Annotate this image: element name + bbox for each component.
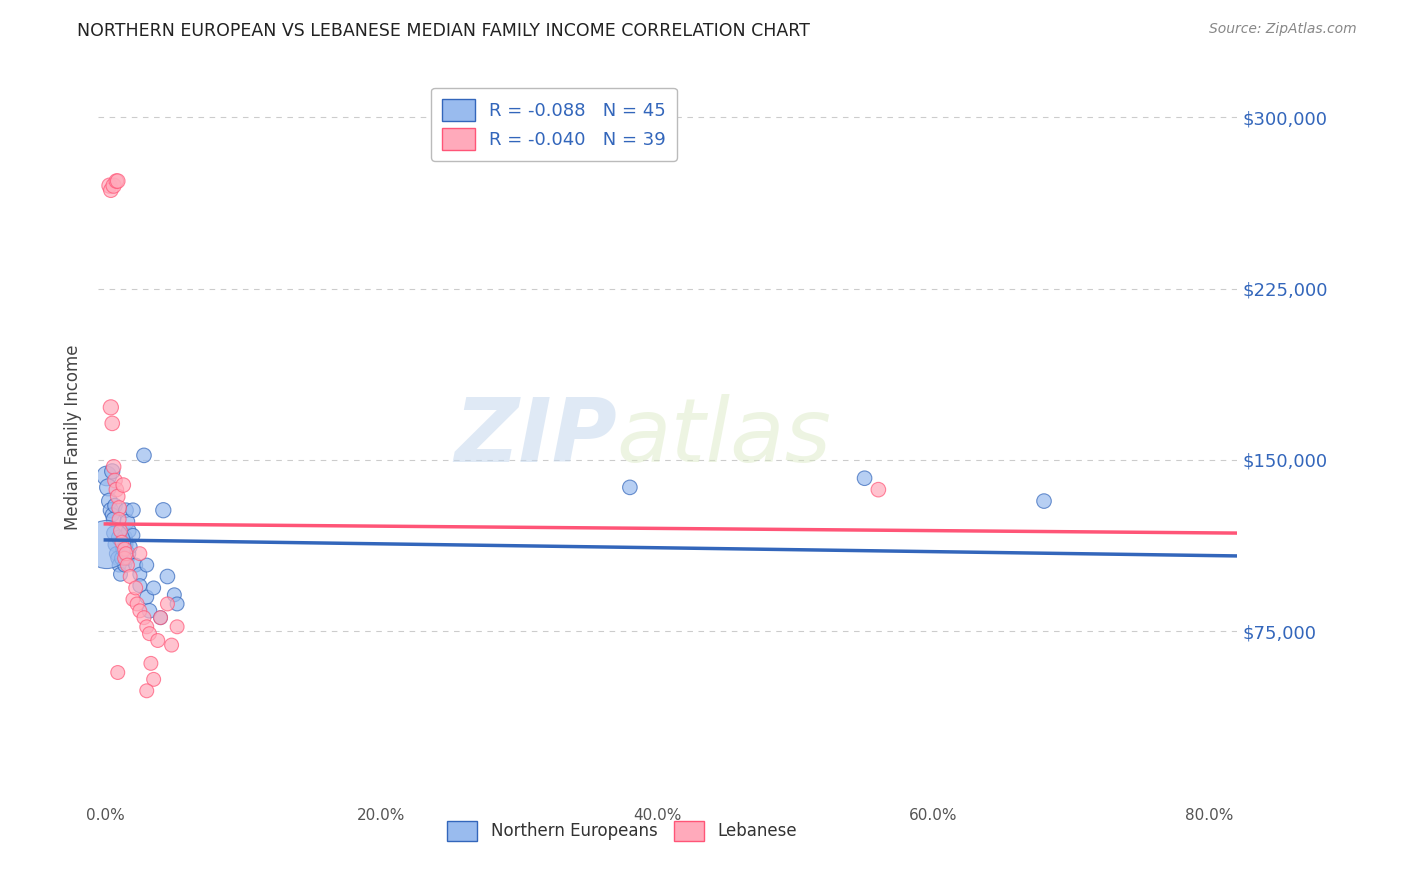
Point — [107, 665, 129, 680]
Point — [135, 620, 157, 634]
Point — [98, 494, 121, 508]
Point — [115, 537, 138, 551]
Point — [115, 547, 138, 561]
Point — [107, 490, 129, 504]
Point — [107, 174, 129, 188]
Point — [110, 524, 132, 538]
Point — [117, 515, 139, 529]
Point — [112, 478, 135, 492]
Point — [108, 500, 131, 515]
Point — [142, 673, 165, 687]
Point — [160, 638, 183, 652]
Point — [149, 610, 172, 624]
Point — [125, 558, 148, 573]
Point — [101, 464, 124, 478]
Point — [138, 626, 160, 640]
Point — [128, 604, 150, 618]
Point — [108, 512, 131, 526]
Point — [101, 417, 124, 431]
Point — [117, 551, 139, 566]
Point — [166, 597, 188, 611]
Point — [166, 620, 188, 634]
Point — [108, 558, 131, 573]
Point — [146, 633, 169, 648]
Point — [105, 547, 128, 561]
Point — [163, 588, 186, 602]
Point — [122, 503, 145, 517]
Point — [108, 531, 131, 545]
Point — [114, 551, 136, 566]
Point — [128, 567, 150, 582]
Point — [114, 531, 136, 545]
Point — [132, 610, 155, 624]
Point — [128, 579, 150, 593]
Point — [156, 569, 179, 583]
Point — [103, 178, 125, 193]
Point — [118, 524, 141, 538]
Point — [97, 480, 120, 494]
Point — [853, 471, 876, 485]
Text: Source: ZipAtlas.com: Source: ZipAtlas.com — [1209, 22, 1357, 37]
Point — [122, 592, 145, 607]
Point — [139, 657, 162, 671]
Point — [111, 551, 134, 566]
Point — [96, 537, 118, 551]
Point — [114, 558, 136, 573]
Point — [120, 569, 142, 583]
Point — [96, 469, 118, 483]
Point — [619, 480, 641, 494]
Point — [103, 459, 125, 474]
Y-axis label: Median Family Income: Median Family Income — [65, 344, 83, 530]
Point — [103, 512, 125, 526]
Point — [135, 683, 157, 698]
Point — [117, 558, 139, 573]
Point — [142, 581, 165, 595]
Point — [868, 483, 890, 497]
Point — [114, 542, 136, 557]
Point — [149, 610, 172, 624]
Point — [1033, 494, 1056, 508]
Point — [128, 547, 150, 561]
Point — [152, 503, 174, 517]
Point — [115, 503, 138, 517]
Point — [105, 483, 128, 497]
Point — [132, 448, 155, 462]
Point — [104, 499, 127, 513]
Point — [98, 178, 121, 193]
Text: ZIP: ZIP — [454, 393, 617, 481]
Point — [120, 540, 142, 554]
Point — [100, 401, 122, 415]
Point — [122, 528, 145, 542]
Point — [135, 590, 157, 604]
Legend: Northern Europeans, Lebanese: Northern Europeans, Lebanese — [439, 813, 806, 849]
Point — [104, 537, 127, 551]
Point — [103, 526, 125, 541]
Point — [138, 604, 160, 618]
Point — [110, 567, 132, 582]
Point — [104, 474, 127, 488]
Point — [135, 558, 157, 573]
Point — [100, 183, 122, 197]
Point — [118, 547, 141, 561]
Point — [101, 508, 124, 522]
Point — [125, 581, 148, 595]
Point — [107, 551, 129, 566]
Text: NORTHERN EUROPEAN VS LEBANESE MEDIAN FAMILY INCOME CORRELATION CHART: NORTHERN EUROPEAN VS LEBANESE MEDIAN FAM… — [77, 22, 810, 40]
Point — [112, 542, 135, 557]
Point — [100, 503, 122, 517]
Point — [125, 597, 148, 611]
Point — [111, 535, 134, 549]
Text: atlas: atlas — [617, 394, 831, 480]
Point — [156, 597, 179, 611]
Point — [105, 174, 128, 188]
